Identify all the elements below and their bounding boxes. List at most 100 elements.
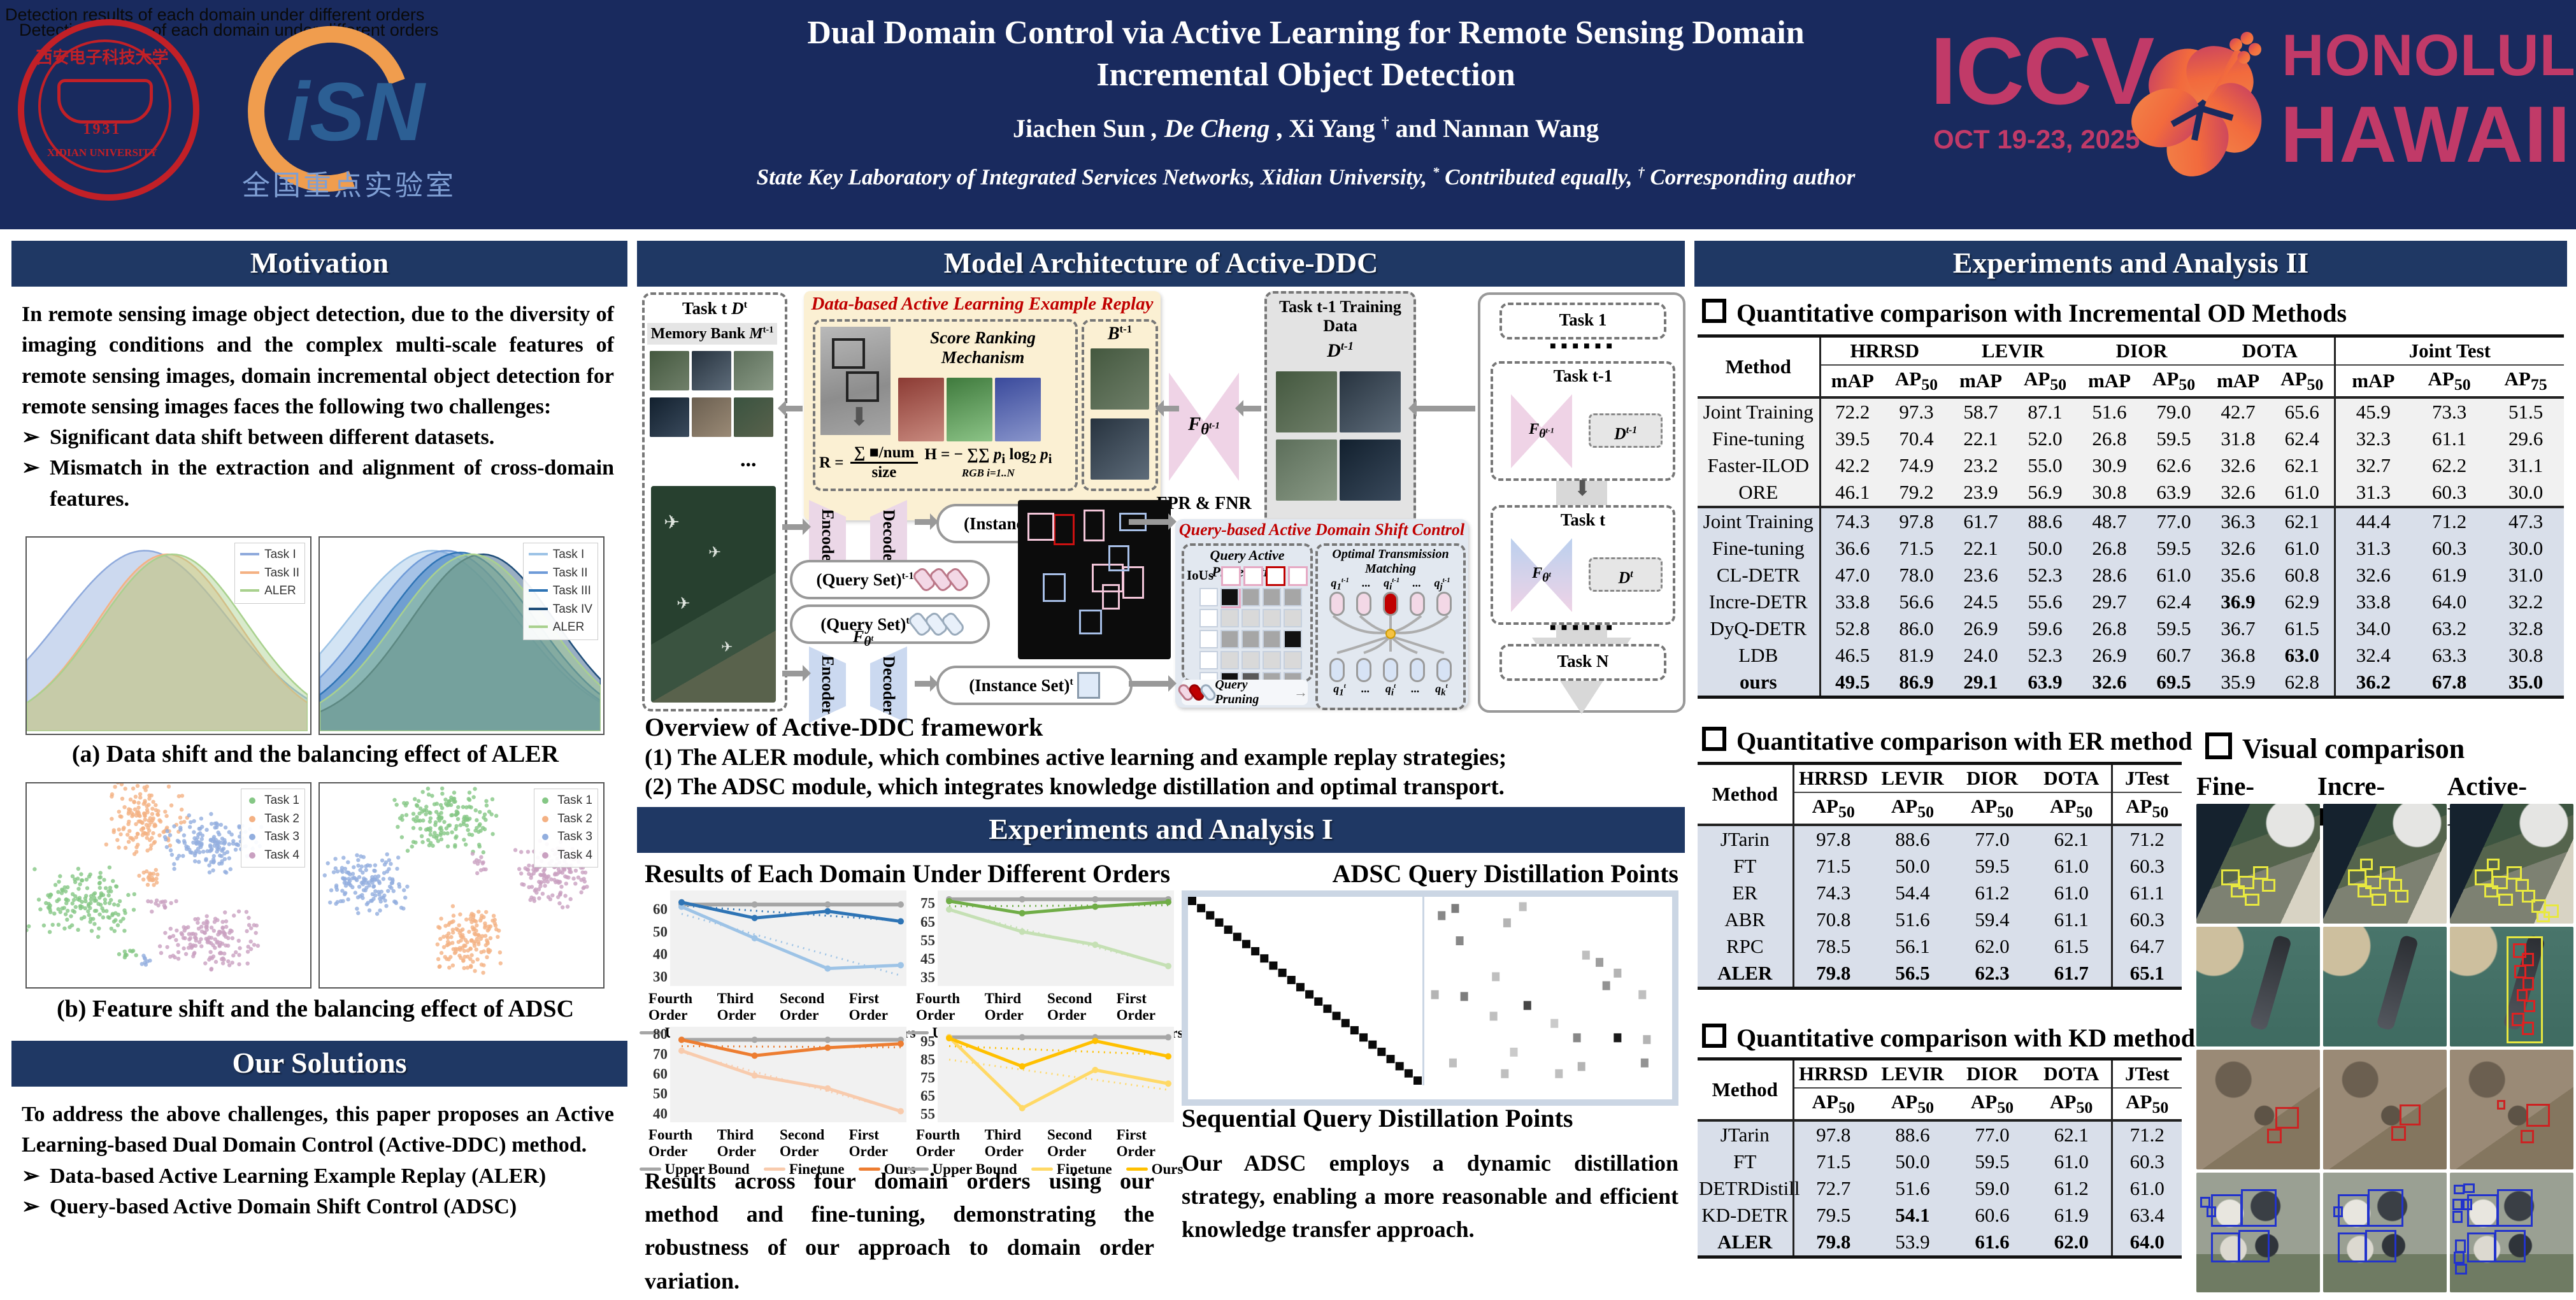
aler-title: Data-based Active Learning Example Repla… [811, 294, 1154, 314]
task-1-box: Task 1 [1499, 303, 1666, 339]
satellite-detection-image [2196, 927, 2320, 1046]
detection-bbox [2522, 976, 2535, 990]
detection-bbox [2514, 965, 2527, 979]
detection-bbox [2365, 1230, 2396, 1263]
detection-bbox [2380, 866, 2395, 880]
tsne-scatter [322, 786, 589, 975]
order-chart-orange: 40 50 60 70 80 Fourth Order Third Order Second … [639, 1026, 915, 1178]
motivation-text: In remote sensing image object detection… [22, 303, 614, 418]
figure-legend: Task I Task II ALER [234, 543, 305, 604]
order-chart-green: 35 45 55 65 75 Fourth Order Third Order Second … [906, 890, 1183, 1041]
arrow-right-icon [915, 675, 938, 692]
encoder-decoder-cur: Encoder Decoder Fθt [809, 627, 915, 742]
detection-bbox [2238, 875, 2255, 889]
bullet-text: Query-based Active Domain Shift Control … [50, 1194, 517, 1218]
architecture-diagram: Task t Dt Memory Bank Mt-1 ... ✈ ✈ ✈ ✈ D… [637, 290, 1685, 723]
table-row: JTarin 97.8 88.6 77.0 62.1 71.2 [1698, 1120, 2182, 1149]
detection-bbox [2358, 885, 2372, 897]
authors: Jiachen Sun , De Cheng , Xi Yang † and N… [1012, 114, 1599, 143]
training-data-thumbnails [1275, 370, 1413, 506]
header-banner: Detection results of each domain under d… [0, 0, 2576, 229]
satellite-detection-image [2450, 804, 2573, 924]
satellite-thumbnail [692, 351, 731, 390]
f-cur-label2: Fθt [852, 627, 874, 650]
detection-bbox [1054, 514, 1075, 545]
satellite-thumbnail [734, 351, 773, 390]
task-t-label: Task t Dt [682, 299, 747, 318]
detection-bbox [2453, 1252, 2465, 1264]
detection-bbox [2261, 879, 2276, 892]
query-bottom-cylinders [1318, 658, 1463, 682]
model-f-prev-small: Fθt-1 [1511, 394, 1572, 468]
detection-bbox [2238, 1230, 2270, 1263]
detection-bbox [2253, 866, 2268, 880]
table-row: FT 71.5 50.0 59.5 61.0 60.3 [1698, 853, 2182, 880]
score-ranking-box: ⬇ Score Ranking Mechanism R = ∑ ■/num siz… [813, 319, 1078, 491]
task-sequence-rail: Task 1 ■ ■ ■ ■ ■ ■ Task t-1 Fθt-1 Dt-1 ⬇… [1478, 292, 1685, 714]
fig-a-caption: (a) Data shift and the balancing effect … [71, 741, 559, 768]
otm-box: Optimal Transmission Matching q1t-1... qi… [1315, 543, 1466, 710]
figure-legend: Task 1 Task 2 Task 3 Task 4 [241, 789, 305, 868]
detection-bbox [1084, 510, 1105, 542]
detection-bbox [2394, 890, 2409, 903]
motivation-bullet-2: ➢ Mismatch in the extraction and alignmen… [22, 453, 614, 515]
detection-bbox [2544, 904, 2559, 918]
detection-bbox [2521, 953, 2535, 967]
bullet-text: Data-based Active Learning Example Repla… [50, 1164, 547, 1188]
aler-formulas: R = ∑ ■/num size H = − ∑∑ pi log2 pi RGB… [819, 444, 1052, 481]
isn-subtitle: 全国重点实验室 [242, 170, 456, 201]
order-chart-blue: 30 40 50 60 Fourth Order Third Order Second Or… [639, 890, 915, 1041]
poster-title-line2: Incremental Object Detection [1096, 57, 1515, 93]
model-f-cur-small: Fθt [1511, 538, 1572, 612]
iccv-dates: OCT 19-23, 2025 [1933, 124, 2140, 154]
matching-arrows [1332, 615, 1449, 654]
arrow-right-icon [1129, 675, 1177, 692]
rgb-channel-tiles [897, 376, 1042, 447]
table-row: Joint Training 72.2 97.3 58.7 87.1 51.6 79.0 42… [1698, 397, 2565, 426]
x-axis-labels: Fourth Order Third Order Second Order First… [916, 1127, 1156, 1159]
checkbox-icon [1702, 299, 1726, 323]
svg-text:50: 50 [653, 1086, 668, 1102]
satellite-thumbnail [650, 397, 689, 437]
checkbox-icon [1702, 1024, 1726, 1048]
ellipsis-vertical: ■ ■ ■ ■ ■ ■ [1550, 341, 1614, 352]
xidian-chinese-name: 西安电子科技大学 [36, 48, 169, 67]
satellite-detection-image [2450, 1050, 2573, 1169]
svg-text:75: 75 [920, 896, 935, 911]
density-curves [25, 550, 309, 732]
rgb-channel-tile [947, 378, 992, 441]
iccv-wordmark: ICCV [1930, 17, 2154, 124]
arrow-bullet-icon: ➢ [22, 1194, 40, 1218]
detection-bbox [2200, 1196, 2210, 1208]
satellite-detection-image [2450, 927, 2573, 1046]
bullet-text: Significant data shift between different… [50, 425, 495, 450]
detection-bbox [2338, 1232, 2367, 1263]
xidian-english-name: XIDIAN UNIVERSITY [47, 146, 158, 159]
arrow-right-icon [782, 518, 811, 535]
detection-bbox [2206, 1206, 2217, 1217]
f-prev-label: Fθt-1 [1188, 413, 1220, 438]
aler-panel: Data-based Active Learning Example Repla… [804, 291, 1161, 520]
query-preselection-box: Query Active Preselection IoUs [1182, 543, 1313, 690]
satellite-detection-image [2323, 1173, 2447, 1292]
xidian-university-logo: 西安电子科技大学 1931 XIDIAN UNIVERSITY [18, 19, 199, 201]
query-top-cylinders [1318, 592, 1463, 616]
table-row: ours 49.5 86.9 29.1 63.9 32.6 69.5 35.9 62.8 36.2… [1698, 669, 2565, 697]
table-row: ABR 70.8 51.6 59.4 61.1 60.3 [1698, 906, 2182, 934]
detection-bbox [2367, 1189, 2404, 1227]
buffer-box: Bt-1 [1082, 319, 1158, 491]
satellite-thumbnail [692, 397, 731, 437]
seal-emblem [57, 79, 153, 124]
otm-title: Optimal Transmission Matching [1332, 547, 1449, 576]
section-architecture: Model Architecture of Active-DDC [637, 241, 1685, 287]
detection-bbox [2371, 894, 2387, 906]
detection-bbox [1078, 609, 1103, 635]
svg-text:60: 60 [653, 1066, 668, 1082]
svg-text:85: 85 [920, 1052, 935, 1068]
detection-bbox [1043, 573, 1066, 602]
detection-bbox [2454, 1263, 2468, 1275]
satellite-detection-image [2323, 1050, 2447, 1169]
detection-bbox [2360, 859, 2373, 870]
